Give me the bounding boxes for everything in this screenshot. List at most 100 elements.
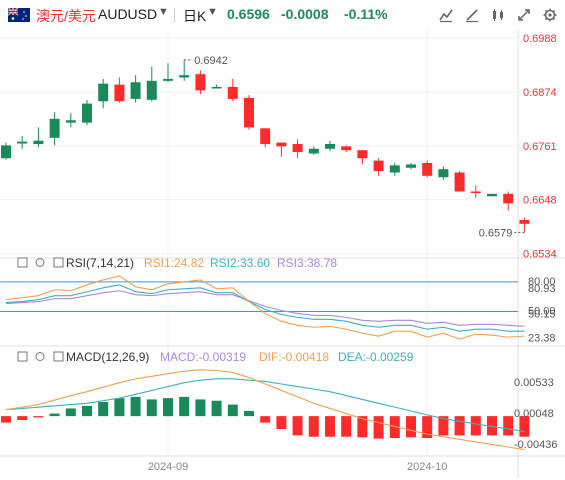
rsi-expand-icon[interactable]	[53, 257, 64, 268]
candle-body[interactable]	[195, 74, 206, 91]
candle-body[interactable]	[179, 75, 190, 78]
rsi-tick-label: 50.00	[528, 305, 556, 317]
macd-histogram-bar	[308, 416, 319, 437]
price-tick-label: 0.6874	[523, 87, 557, 99]
dif-line	[5, 369, 525, 451]
settings-icon[interactable]	[542, 7, 558, 23]
price-tick-label: 0.6761	[523, 141, 557, 153]
candle-body[interactable]	[82, 103, 92, 123]
macd-histogram-bar	[454, 416, 465, 436]
macd-settings-icon[interactable]	[35, 352, 45, 361]
rsi3-legend: RSI3:38.78	[277, 256, 337, 270]
candle-body[interactable]	[1, 145, 11, 159]
period-selector[interactable]: 日K	[183, 8, 207, 24]
macd-expand-icon[interactable]	[53, 351, 64, 362]
high-price-annotation: 0.6942	[194, 55, 228, 67]
macd-histogram-bar	[211, 400, 222, 417]
symbol-name-cn[interactable]: 澳元/美元	[36, 8, 96, 24]
candle-body[interactable]	[519, 220, 530, 224]
price-tick-label: 0.6988	[523, 33, 557, 45]
macd-legend: MACD:-0.00319	[160, 350, 246, 364]
rsi-settings-icon[interactable]	[35, 258, 45, 267]
candle-body[interactable]	[276, 142, 287, 147]
price-change-percent: -0.11%	[344, 6, 388, 22]
macd-histogram-bar	[470, 416, 481, 436]
time-tick-label: 2024-10	[407, 461, 447, 473]
time-tick-label: 2024-09	[148, 461, 188, 473]
macd-histogram-bar	[325, 416, 335, 437]
candle-body[interactable]	[114, 84, 125, 102]
macd-histogram-bar	[98, 402, 109, 417]
australia-flag-icon	[8, 8, 30, 22]
indicator-icon[interactable]	[438, 7, 454, 23]
candle-body[interactable]	[487, 193, 497, 197]
macd-histogram-bar	[179, 396, 190, 417]
macd-histogram-bar	[341, 416, 352, 437]
candle-body[interactable]	[65, 120, 76, 123]
candle-body[interactable]	[33, 140, 44, 144]
macd-legend-title: MACD(12,26,9)	[66, 350, 149, 364]
macd-histogram-bar	[519, 416, 530, 437]
macd-collapse-icon[interactable]	[17, 351, 28, 362]
last-price: 0.6596	[227, 6, 270, 22]
candle-body[interactable]	[227, 87, 238, 99]
candle-body[interactable]	[389, 165, 400, 173]
macd-histogram-bar	[357, 416, 368, 438]
period-chevron-icon[interactable]: ▼	[207, 6, 218, 18]
candle-body[interactable]	[438, 169, 449, 178]
candle-body[interactable]	[308, 148, 319, 154]
candle-body[interactable]	[292, 144, 303, 153]
macd-histogram-bar	[292, 416, 303, 436]
candle-body[interactable]	[422, 163, 433, 176]
drawing-icon[interactable]	[464, 7, 480, 23]
macd-histogram-bar	[130, 396, 141, 417]
macd-histogram-bar	[406, 416, 416, 438]
macd-tick-label: 0.00048	[514, 408, 554, 420]
macd-histogram-bar	[503, 416, 514, 436]
candle-body[interactable]	[325, 144, 335, 149]
rsi-tick-label: 50.15	[528, 308, 556, 320]
price-tick-label: 0.6648	[523, 195, 557, 207]
macd-histogram-bar	[487, 416, 497, 436]
rsi-tick-label: 80.00	[528, 276, 556, 288]
candle-body[interactable]	[260, 128, 271, 144]
macd-tick-label: -0.00436	[514, 439, 557, 451]
candle-body[interactable]	[503, 193, 514, 204]
compare-icon[interactable]	[490, 7, 506, 23]
rsi-tick-label: 80.93	[528, 283, 556, 295]
macd-histogram-bar	[82, 405, 92, 417]
candle-body[interactable]	[49, 118, 60, 138]
rsi1-line	[5, 275, 525, 340]
rsi-collapse-icon[interactable]	[17, 257, 28, 268]
candle-body[interactable]	[146, 80, 157, 100]
macd-histogram-bar	[276, 416, 287, 429]
candle-body[interactable]	[373, 160, 384, 172]
chart-header: 澳元/美元 AUDUSD ▼ 日K ▼ 0.6596 -0.0008 -0.11…	[0, 0, 565, 30]
candle-body[interactable]	[163, 78, 173, 81]
candle-body[interactable]	[98, 83, 109, 102]
fullscreen-icon[interactable]	[516, 7, 532, 23]
rsi-tick-label: 23.38	[528, 333, 556, 345]
rsi3-line	[5, 290, 525, 327]
macd-histogram-bar	[17, 416, 28, 420]
candle-body[interactable]	[454, 172, 465, 192]
candle-body[interactable]	[357, 150, 368, 159]
dea-legend: DEA:-0.00259	[338, 350, 414, 364]
chevron-down-icon[interactable]: ▼	[158, 6, 169, 18]
candle-body[interactable]	[17, 141, 28, 144]
rsi-legend-title: RSI(7,14,21)	[66, 256, 134, 270]
candle-body[interactable]	[211, 87, 222, 89]
macd-histogram-bar	[65, 408, 76, 417]
macd-histogram-bar	[244, 411, 254, 417]
candle-body[interactable]	[130, 82, 141, 99]
macd-histogram-bar	[146, 399, 157, 417]
divider	[174, 8, 175, 22]
candle-body[interactable]	[244, 97, 254, 128]
candle-body[interactable]	[470, 191, 481, 194]
candle-body[interactable]	[406, 164, 416, 168]
symbol-code[interactable]: AUDUSD	[98, 6, 158, 22]
macd-histogram-bar	[438, 416, 449, 436]
candle-body[interactable]	[341, 146, 352, 151]
macd-histogram-bar	[195, 399, 206, 417]
